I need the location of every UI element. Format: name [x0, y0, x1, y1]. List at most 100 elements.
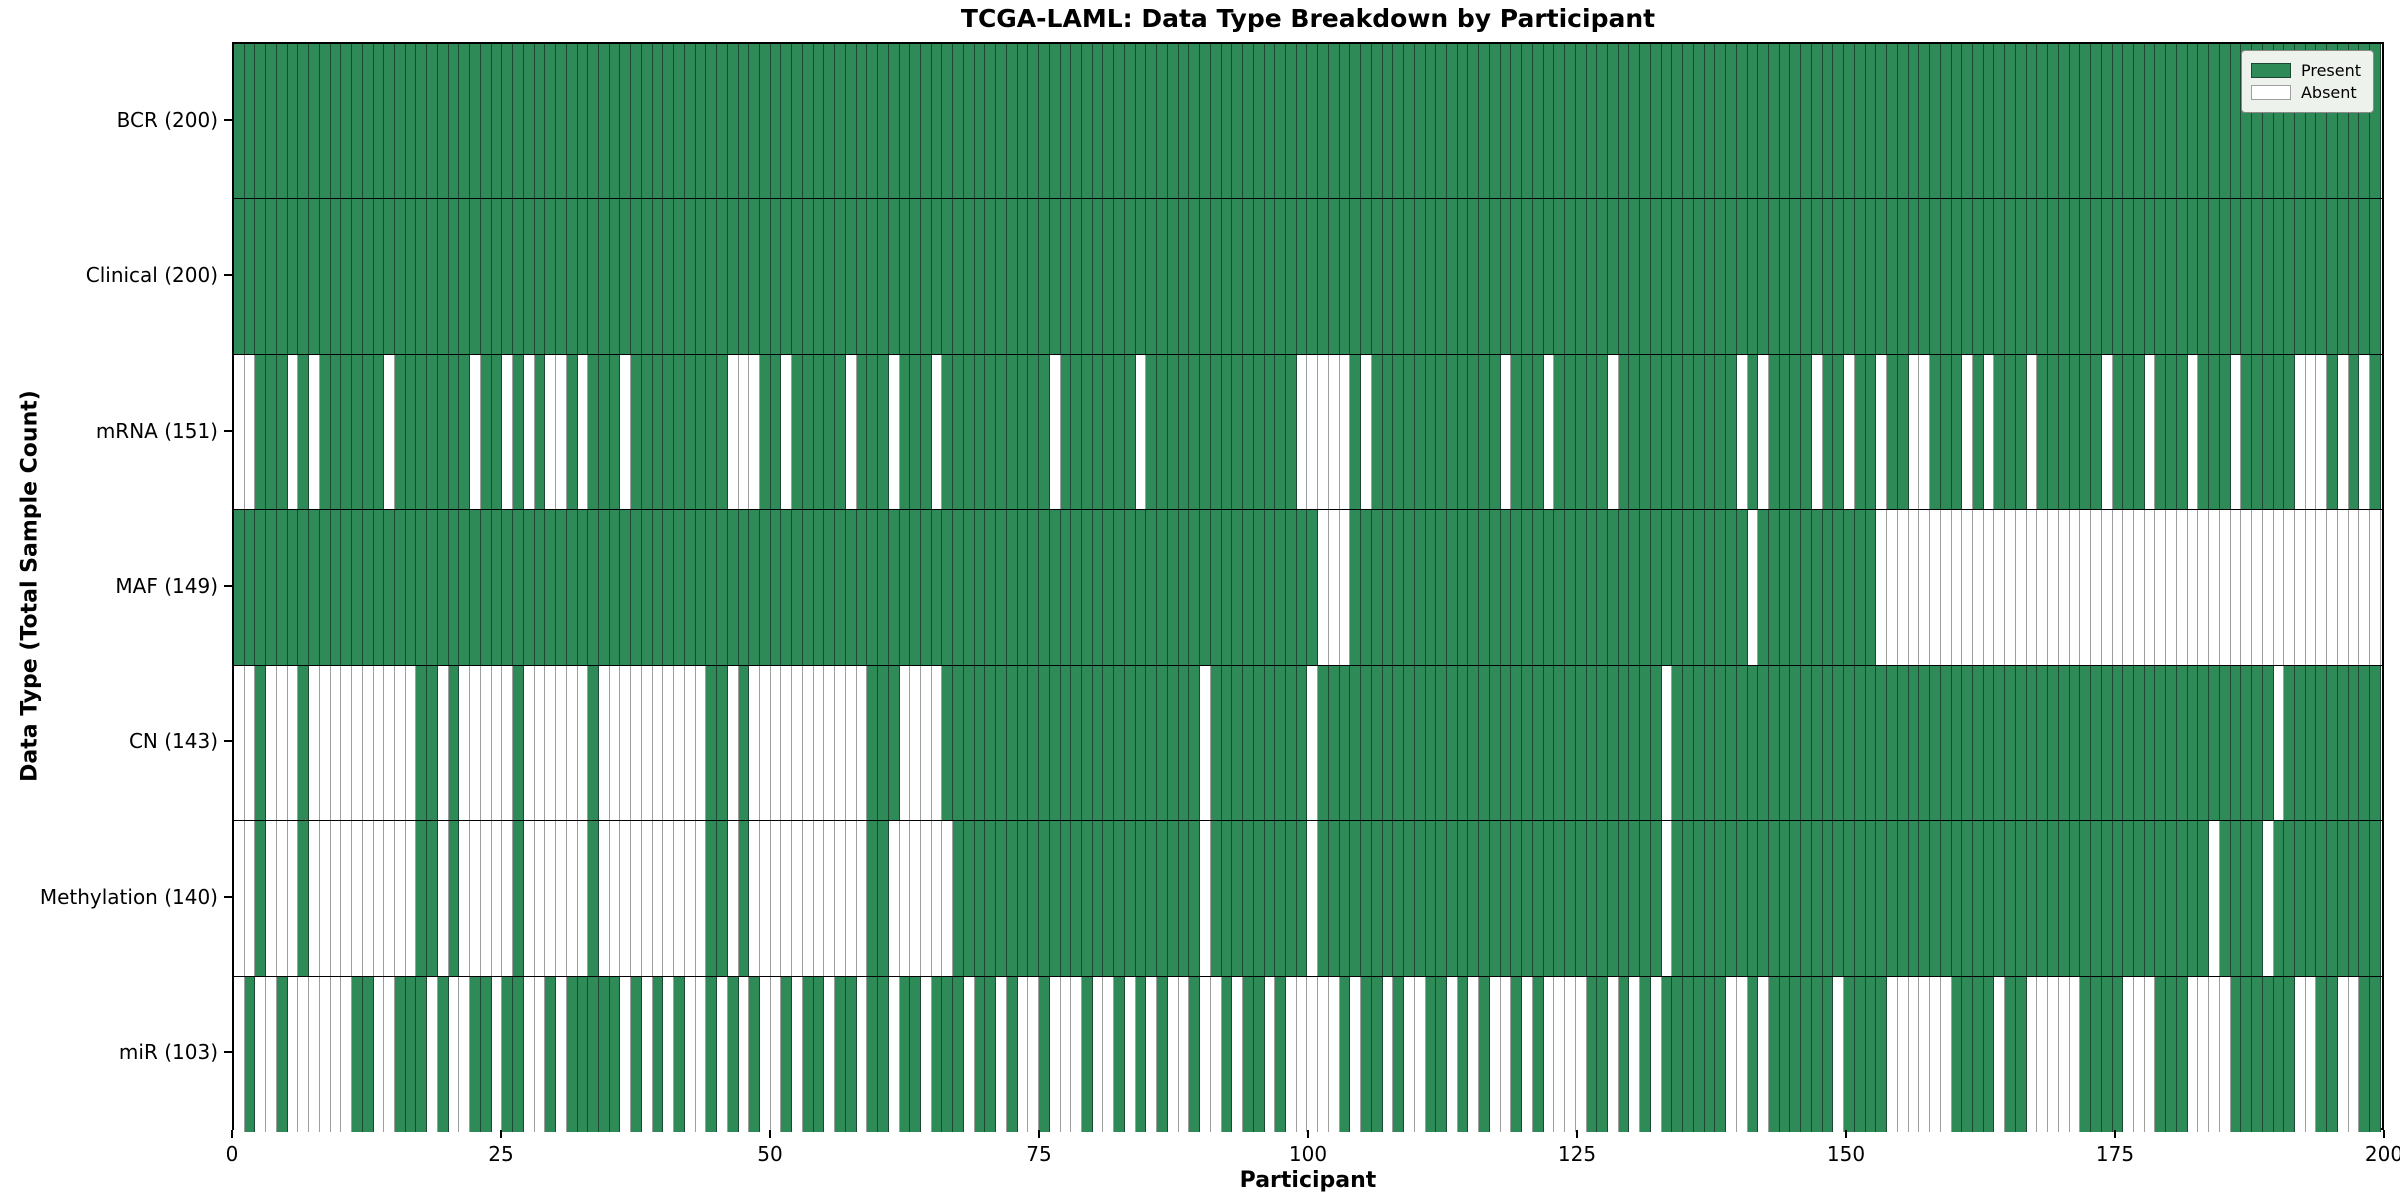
cell-absent — [491, 821, 503, 976]
cell-present — [1683, 665, 1694, 821]
cell-present — [1404, 665, 1415, 821]
cell-present — [1200, 510, 1211, 665]
y-tick-mark — [224, 118, 232, 121]
cell-absent — [470, 821, 481, 976]
cell-present — [2144, 199, 2156, 354]
y-tick-mark — [224, 895, 232, 898]
cell-present — [674, 976, 685, 1132]
y-tick-label-Clinical: Clinical (200) — [85, 263, 218, 288]
cell-present — [2370, 976, 2381, 1132]
cell-present — [1844, 976, 1855, 1132]
cell-present — [867, 665, 879, 821]
cell-present — [942, 976, 954, 1132]
cell-present — [1704, 44, 1716, 199]
cell-present — [1640, 510, 1651, 665]
cell-present — [1210, 44, 1222, 199]
cell-present — [1747, 44, 1759, 199]
cell-present — [2284, 199, 2295, 354]
cell-absent — [1382, 976, 1394, 1132]
cell-absent — [845, 821, 857, 976]
cell-present — [2123, 821, 2134, 976]
cell-present — [1264, 44, 1276, 199]
cell-absent — [459, 976, 471, 1132]
cell-present — [1189, 199, 1201, 354]
cell-absent — [470, 354, 481, 510]
cell-present — [1575, 354, 1587, 510]
cell-absent — [1318, 976, 1329, 1132]
cell-absent — [2359, 510, 2371, 665]
cell-present — [1983, 976, 1995, 1132]
cell-present — [1618, 976, 1630, 1132]
cell-absent — [2348, 510, 2360, 665]
cell-present — [1071, 354, 1083, 510]
cell-present — [1522, 665, 1533, 821]
cell-present — [1769, 976, 1780, 1132]
cell-present — [1232, 199, 1244, 354]
cell-present — [641, 510, 653, 665]
x-tick-label-125: 125 — [1557, 1142, 1597, 1166]
cell-present — [1887, 354, 1898, 510]
cell-present — [1801, 199, 1812, 354]
cell-present — [1436, 44, 1447, 199]
cell-present — [1972, 354, 1984, 510]
cell-present — [1146, 44, 1158, 199]
cell-present — [2359, 821, 2371, 976]
cell-present — [255, 199, 267, 354]
cell-present — [1157, 665, 1168, 821]
cell-absent — [319, 665, 331, 821]
cell-present — [2337, 199, 2349, 354]
cell-present — [2262, 354, 2274, 510]
cell-present — [921, 44, 932, 199]
cell-present — [2133, 665, 2145, 821]
cell-present — [1039, 665, 1050, 821]
cell-present — [2209, 199, 2220, 354]
cell-present — [1769, 354, 1780, 510]
cell-absent — [781, 821, 793, 976]
cell-present — [255, 354, 267, 510]
cell-absent — [287, 976, 299, 1132]
cell-present — [2262, 199, 2274, 354]
cell-present — [2005, 821, 2016, 976]
cell-absent — [2144, 976, 2156, 1132]
cell-present — [2176, 976, 2188, 1132]
cell-present — [2144, 665, 2156, 821]
cell-absent — [1930, 976, 1941, 1132]
cell-present — [802, 510, 814, 665]
legend-swatch-present — [2250, 63, 2291, 78]
cell-absent — [759, 665, 771, 821]
cell-present — [2359, 199, 2371, 354]
cell-present — [1414, 354, 1426, 510]
cell-present — [931, 44, 943, 199]
plot-area: Present Absent — [232, 42, 2384, 1132]
cell-present — [1103, 44, 1115, 199]
cell-present — [1672, 976, 1684, 1132]
cell-present — [1189, 976, 1201, 1132]
cell-present — [953, 665, 964, 821]
cell-absent — [1200, 665, 1211, 821]
cell-present — [384, 510, 396, 665]
cell-present — [1457, 199, 1469, 354]
cell-absent — [2295, 354, 2306, 510]
cell-present — [2091, 44, 2102, 199]
cell-present — [1554, 199, 1566, 354]
cell-present — [2187, 44, 2199, 199]
cell-present — [1608, 665, 1619, 821]
cell-present — [309, 44, 320, 199]
cell-present — [1328, 821, 1340, 976]
cell-present — [2155, 354, 2167, 510]
cell-present — [1146, 821, 1158, 976]
cell-absent — [1897, 510, 1909, 665]
cell-present — [974, 510, 986, 665]
cell-present — [1597, 510, 1608, 665]
cell-present — [1726, 821, 1737, 976]
cell-present — [2155, 976, 2167, 1132]
cell-present — [352, 199, 363, 354]
cell-absent — [330, 821, 342, 976]
cell-present — [781, 976, 793, 1132]
cell-present — [1275, 44, 1286, 199]
cell-absent — [2284, 510, 2295, 665]
cell-absent — [2305, 976, 2317, 1132]
cell-present — [963, 354, 975, 510]
cell-present — [1296, 665, 1308, 821]
cell-present — [1972, 44, 1984, 199]
